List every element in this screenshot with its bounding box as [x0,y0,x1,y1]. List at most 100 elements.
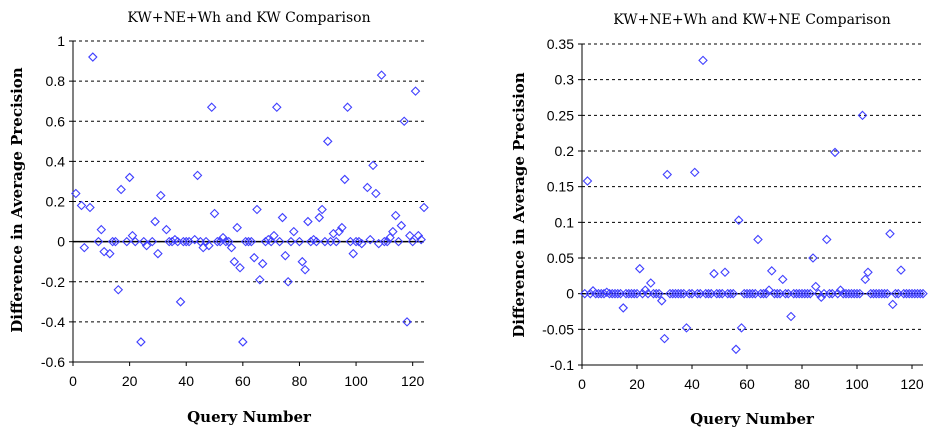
left-data-point [317,204,327,215]
right-y-tick-label: 0.25 [547,107,574,123]
left-data-point [204,240,214,251]
left-data-point [311,236,322,247]
left-data-point [175,297,186,307]
left-data-point [71,188,81,199]
right-x-tick-label: 40 [684,376,700,392]
right-data-point [896,265,906,275]
right-data-point [582,176,593,186]
left-data-point [334,226,344,237]
left-data-point [155,190,166,201]
left-x-tick-label: 20 [122,373,138,389]
left-data-point [393,236,404,247]
right-y-tick-label: 0.3 [555,72,575,88]
left-data-point [371,188,381,199]
left-x-tick-label: 120 [401,373,425,389]
right-data-point [772,288,783,299]
left-data-point [413,230,424,241]
right-data-point [656,296,667,306]
left-data-point [388,226,398,237]
left-data-point [274,236,285,247]
right-data-point [810,281,821,292]
right-data-point [645,278,656,288]
left-data-point [342,102,353,112]
left-data-point [96,224,107,235]
right-x-tick-label: 0 [578,376,586,392]
left-data-point [277,212,288,223]
left-data-point [161,224,172,235]
right-data-point [918,288,928,299]
right-y-tick-label: -0.05 [542,321,574,337]
right-data-point [709,268,719,279]
left-data-point [249,252,259,263]
right-data-point [860,274,871,285]
left-data-point [365,234,375,245]
right-data-point [681,323,692,333]
left-data-point [280,250,291,261]
left-data-point [229,256,240,267]
right-data-point [676,288,686,299]
left-data-point [337,222,347,233]
left-data-point [226,242,237,253]
right-data-point [733,215,744,225]
left-data-point [331,236,342,247]
left-data-point [124,172,135,183]
left-chart-xlabel: Query Number [187,408,312,426]
right-data-point [854,288,865,299]
left-y-tick-label: 0.8 [46,73,66,89]
left-data-point [283,276,293,287]
left-data-point [289,226,299,237]
left-data-point [209,208,220,219]
left-x-tick-label: 40 [178,373,194,389]
left-data-point [297,256,308,267]
right-data-point [725,288,736,299]
right-data-point [780,288,791,299]
right-y-tick-label: 0.2 [555,143,575,159]
left-y-tick-label: -0.2 [41,274,65,290]
left-data-point [416,234,426,245]
left-data-point [269,230,279,241]
left-data-point [257,258,268,269]
left-data-point [130,236,141,247]
right-data-point [758,288,769,299]
right-data-point [764,285,774,295]
left-data-point [113,284,124,295]
left-x-tick-label: 100 [344,373,368,389]
left-data-point [105,248,115,259]
right-y-tick-label: 0.05 [547,250,574,266]
left-data-point [385,232,395,243]
left-data-point [110,236,121,247]
left-data-point [136,337,146,347]
right-chart-panel: KW+NE+Wh and KW+NE Comparison Query Numb… [510,12,928,428]
left-data-point [153,248,163,259]
left-data-point [294,236,305,247]
right-data-point [857,110,868,121]
left-chart-panel: KW+NE+Wh and KW Comparison Query Number … [8,10,429,426]
right-data-point [689,167,700,178]
left-y-tick-label: 1 [57,33,65,49]
left-data-point [212,236,223,247]
right-data-point [786,311,796,322]
right-data-point [684,288,695,299]
left-data-point [76,200,87,211]
right-data-point [863,267,873,278]
right-x-tick-label: 100 [845,376,869,392]
right-data-point [736,323,747,333]
left-data-point [402,317,412,327]
left-data-point [223,236,234,247]
right-data-point [747,288,758,299]
left-data-point [122,236,132,247]
left-data-point [181,236,192,247]
left-data-point [238,337,248,347]
right-data-point [887,299,898,310]
right-data-point [802,288,813,299]
right-data-point [651,288,662,299]
left-chart-ylabel: Difference in Average Precision [8,67,26,333]
right-data-point [879,288,890,299]
right-y-tick-label: 0.1 [555,214,575,230]
right-x-tick-label: 120 [900,376,924,392]
left-data-point [218,232,228,243]
right-data-point [703,288,714,299]
right-data-point [766,266,777,276]
right-data-point [890,288,901,299]
